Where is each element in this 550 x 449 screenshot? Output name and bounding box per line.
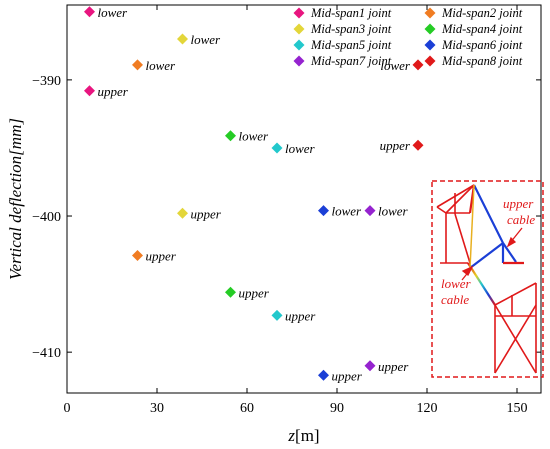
x-axis-unit: [m] [295,426,320,445]
x-tick-label: 30 [150,401,164,416]
data-point-marker [132,59,143,71]
data-point-label: upper [380,138,411,153]
data-point-label: upper [191,206,222,221]
y-axis-title: Vertical deflection[mm] [6,118,25,280]
data-point-marker [364,205,376,217]
data-point-label: upper [98,84,129,99]
legend-label: Mid-span4 joint [441,22,523,36]
data-point-marker [132,249,143,261]
legend-label: Mid-span6 joint [441,38,523,52]
data-point-label: upper [378,359,409,374]
legend-label: Mid-span5 joint [310,38,392,52]
data-point-marker [225,286,236,298]
inset-dashed-frame [431,180,544,378]
y-tick-label: −390 [32,74,61,89]
legend-marker [293,7,305,19]
data-point-marker [318,369,329,381]
legend: Mid-span1 joint Mid-span2 joint Mid-span3 … [293,6,523,68]
data-point-marker [318,205,329,217]
inset-left-tower [436,184,475,264]
inset-callout-arrows [461,227,523,281]
data-point-label: lower [146,58,177,73]
data-points: lower upper lower upper lower upper lower upper… [84,5,424,383]
inset-structure-diagram: upper cable lower cable [431,180,544,378]
legend-marker [424,7,436,19]
data-point-marker [364,360,376,372]
data-point-marker [225,130,236,142]
y-tick-label: −410 [32,346,61,361]
data-point-label: lower [239,129,270,144]
data-point-label: lower [191,32,222,47]
data-point-label: upper [285,308,316,323]
data-point-label: upper [146,248,177,263]
x-tick-label: 90 [330,401,344,416]
data-point-marker [84,6,95,18]
inset-label-upper: upper [503,196,534,211]
y-tick-label: −400 [32,210,61,225]
legend-marker [424,39,436,51]
axis-ticks: 0 30 60 90 120 150 −390 −400 −410 [32,5,541,416]
data-point-label: lower [380,58,411,73]
legend-label: Mid-span7 joint [310,54,392,68]
legend-marker [293,39,305,51]
inset-right-tower [494,282,537,374]
data-point-marker [177,207,188,219]
data-point-label: lower [285,141,316,156]
x-tick-label: 60 [240,401,254,416]
data-point-label: lower [378,204,409,219]
legend-marker [293,23,305,35]
x-tick-label: 0 [64,401,71,416]
inset-label-lower: lower [441,276,472,291]
inset-label-upper-cable: cable [507,212,535,227]
data-point-marker [271,142,283,154]
x-tick-label: 150 [507,401,528,416]
inset-label-lower-cable: cable [441,292,469,307]
data-point-label: lower [98,5,129,20]
legend-marker [424,55,436,67]
inset-cable-system [467,184,524,306]
data-point-marker [177,33,188,45]
legend-label: Mid-span3 joint [310,22,392,36]
data-point-label: upper [332,368,363,383]
legend-label: Mid-span8 joint [441,54,523,68]
data-point-marker [271,309,283,321]
data-point-label: upper [239,285,270,300]
legend-label: Mid-span1 joint [310,6,392,20]
x-tick-label: 120 [417,401,438,416]
data-point-marker [84,85,95,97]
x-axis-var: z [287,426,295,445]
x-axis-title: z[m] [287,426,319,445]
data-point-label: lower [332,204,363,219]
legend-marker [424,23,436,35]
data-point-marker [412,59,424,71]
legend-marker [293,55,305,67]
data-point-marker [412,139,424,151]
plot-area-frame [66,4,542,394]
legend-label: Mid-span2 joint [441,6,523,20]
